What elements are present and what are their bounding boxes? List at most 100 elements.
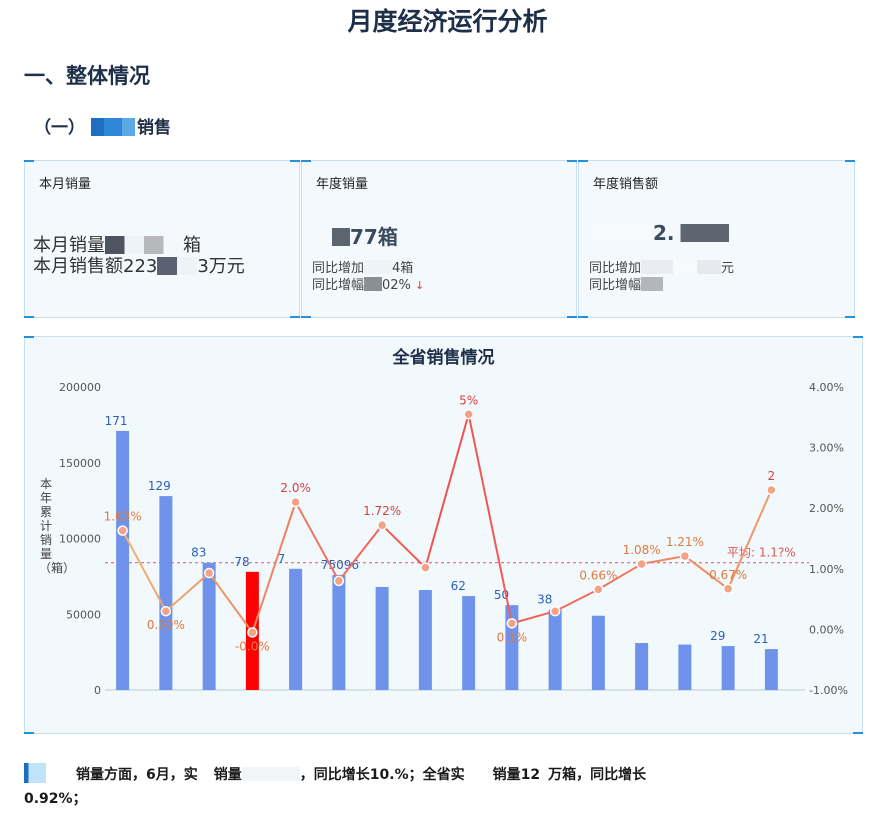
bar xyxy=(159,496,173,690)
bar-value-label: 29 xyxy=(710,629,725,643)
redacted-block xyxy=(105,236,183,254)
bar-value-label: 7 xyxy=(278,552,286,566)
bar xyxy=(418,590,432,690)
section-heading: 一、整体情况 xyxy=(24,64,150,88)
left-axis-tick: 200000 xyxy=(59,381,101,394)
bar xyxy=(591,615,605,690)
redacted-block xyxy=(332,228,350,246)
right-axis-tick: 0.00% xyxy=(809,623,844,636)
growth-rate-line xyxy=(121,413,773,635)
redacted-block xyxy=(364,260,393,274)
redacted-block xyxy=(674,224,729,242)
kpi-card-annual-sales: 年度销量 77箱 同比增加 4箱 同比增幅 02% ↓ xyxy=(301,160,577,318)
kpi-card-title: 年度销售额 xyxy=(593,177,659,192)
subsection-heading: （一） 销售 xyxy=(34,113,171,138)
left-axis-tick: 100000 xyxy=(59,533,101,546)
right-axis-tick: 4.00% xyxy=(809,381,844,394)
kpi-card-title: 本月销量 xyxy=(39,177,92,192)
growth-rate-point xyxy=(506,618,518,629)
left-axis-tick: 0 xyxy=(94,684,101,697)
growth-rate-label: 0.30% xyxy=(147,618,185,632)
redacted-block xyxy=(641,277,664,291)
redacted-block xyxy=(593,224,653,242)
right-axis-tick: 3.00% xyxy=(809,442,844,455)
kpi-card-body: 同比增加 元 同比增幅 xyxy=(589,260,734,294)
chart-title: 全省销售情况 xyxy=(392,348,495,368)
annual-revenue-value: 2. xyxy=(593,221,729,245)
sales-chart: 200000 150000 100000 50000 0 4.00% 3.00% 2.00% 1… xyxy=(59,381,848,697)
growth-rate-label: 1.72% xyxy=(363,504,401,518)
growth-rate-point xyxy=(679,550,691,562)
kpi-card-body: 本月销量 箱 本月销售额223 3万元 xyxy=(33,235,245,277)
bar xyxy=(678,644,692,690)
redacted-block xyxy=(157,257,198,275)
bar xyxy=(635,643,649,690)
growth-rate-point xyxy=(420,562,431,573)
kpi-card-body: 同比增加 4箱 同比增幅 02% ↓ xyxy=(312,260,424,294)
subsection-number: （一） xyxy=(34,118,85,138)
growth-rate-label: -0.0% xyxy=(235,639,270,653)
bar-value-label: 171 xyxy=(105,414,128,428)
monthly-volume-unit: 箱 xyxy=(183,235,201,256)
growth-rate-label: 1.21% xyxy=(666,535,704,549)
bar xyxy=(548,609,562,690)
bar xyxy=(332,574,346,690)
growth-rate-point xyxy=(247,627,258,638)
growth-rate-label: 0.67% xyxy=(709,568,747,582)
right-axis-tick: 1.00% xyxy=(809,563,844,576)
monthly-revenue-label: 本月销售额 xyxy=(33,256,123,277)
bar xyxy=(505,605,519,690)
page-title: 月度经济运行分析 xyxy=(347,7,548,36)
growth-rate-label: 1.63% xyxy=(104,510,142,524)
bar xyxy=(289,568,303,690)
growth-rate-point xyxy=(203,567,215,579)
growth-rate-point xyxy=(376,519,388,531)
right-axis-tick: -1.00% xyxy=(809,684,848,697)
growth-rate-point xyxy=(722,583,734,595)
bar-value-label: 83 xyxy=(191,546,206,560)
yoy-increase-label: 同比增加 xyxy=(589,261,642,276)
summary-paragraph: 销量方面，6月，实 销量 ，同比增长10.%；全省实 销量12 万箱，同比增长 0.92%… xyxy=(24,763,844,811)
bar-value-label: 21 xyxy=(753,632,768,646)
growth-rate-label: 1.08% xyxy=(623,543,661,557)
growth-rate-point xyxy=(117,525,128,536)
bar-value-label: 62 xyxy=(451,579,466,593)
yoy-rate-value: 02% xyxy=(382,278,411,293)
right-axis-tick: 2.00% xyxy=(809,502,844,515)
bar xyxy=(116,430,130,690)
subsection-title: 销售 xyxy=(137,118,171,138)
monthly-volume-label: 本月销量 xyxy=(33,235,105,256)
growth-rate-point xyxy=(636,558,647,570)
bar xyxy=(462,596,476,690)
bar-value-label: 78 xyxy=(234,555,249,569)
average-label: 平均: 1.1?% xyxy=(727,546,796,560)
bar xyxy=(764,649,778,690)
growth-rate-point xyxy=(593,584,604,595)
kpi-card-monthly-sales: 本月销量 本月销量箱 本月销售额223 3万元 xyxy=(24,160,300,318)
redacted-block xyxy=(641,260,722,274)
growth-rate-point xyxy=(333,575,345,587)
yoy-increase-label: 同比增加 xyxy=(312,261,365,276)
yoy-increase-unit: 元 xyxy=(721,261,735,276)
bar xyxy=(375,586,389,690)
growth-rate-label: 0.1% xyxy=(497,630,528,644)
bar xyxy=(202,562,216,690)
monthly-revenue-unit: 3万元 xyxy=(197,256,245,277)
redacted-block xyxy=(91,118,135,136)
annual-volume-value: 77箱 xyxy=(332,221,398,250)
monthly-revenue-value: 223 xyxy=(123,256,158,277)
growth-rate-label: 0.66% xyxy=(579,568,617,582)
kpi-row: 本月销量 本月销量箱 本月销售额223 3万元 年度销量 77箱 同比增加 4箱 同… xyxy=(24,160,855,318)
bar-value-label: 38 xyxy=(537,593,552,607)
yoy-rate-label: 同比增幅 xyxy=(312,278,365,293)
left-axis-tick: 150000 xyxy=(59,457,101,470)
growth-rate-point xyxy=(766,484,777,496)
growth-rate-point xyxy=(290,496,301,508)
growth-rate-point xyxy=(463,409,474,420)
bar xyxy=(721,646,735,690)
growth-rate-label: 5% xyxy=(459,393,478,407)
kpi-card-title: 年度销量 xyxy=(316,177,369,192)
yoy-increase-value: 4箱 xyxy=(392,261,414,276)
growth-rate-label: 2 xyxy=(768,469,776,483)
redacted-block xyxy=(364,277,383,291)
